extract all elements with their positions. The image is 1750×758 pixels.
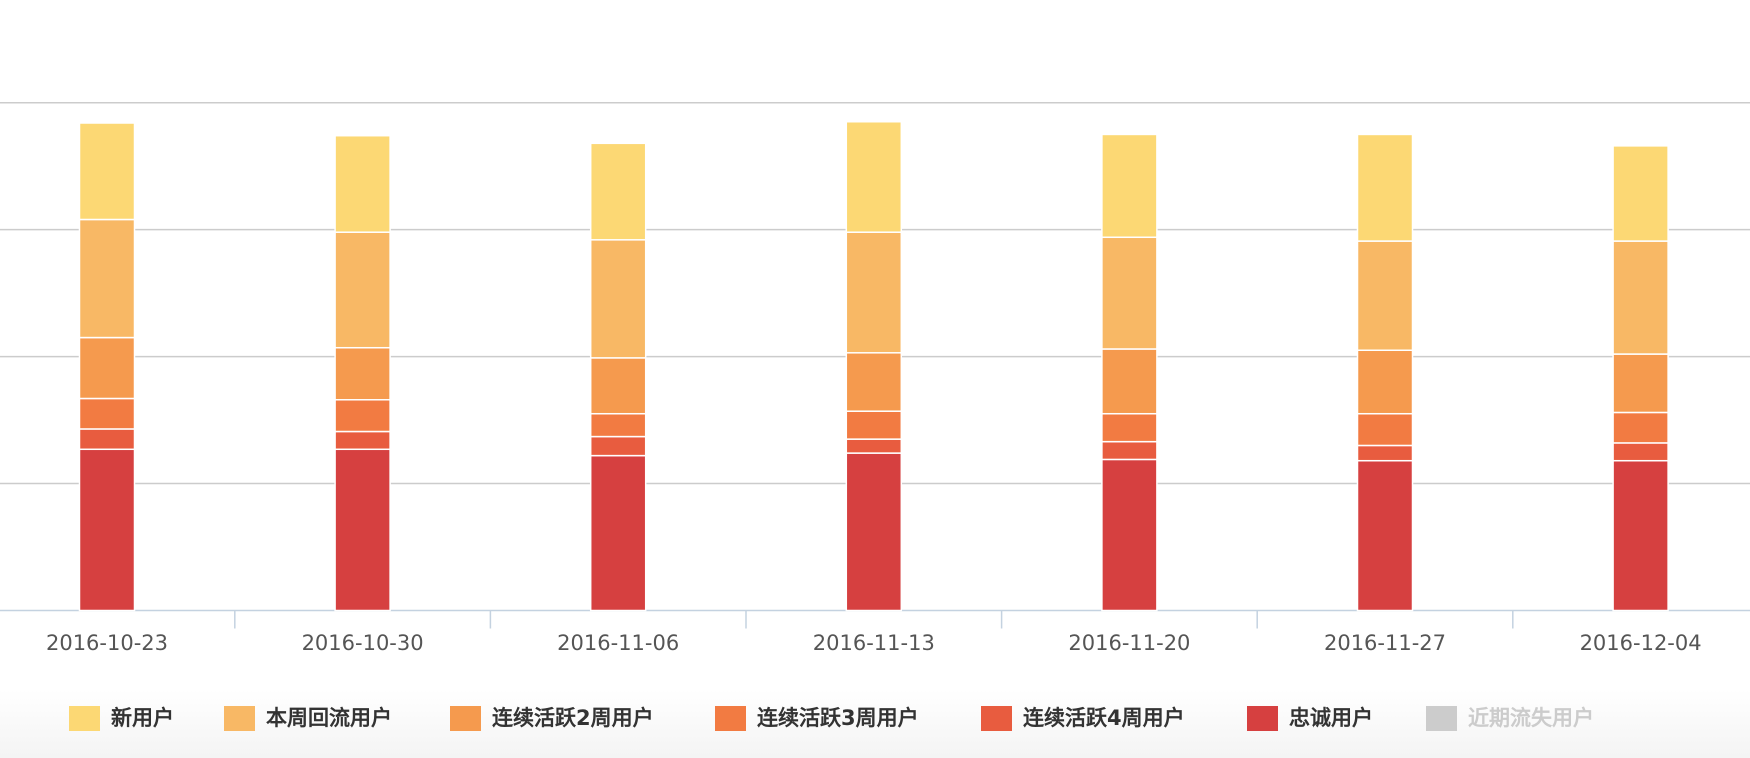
legend-label[interactable]: 连续活跃4周用户 xyxy=(1023,706,1185,730)
x-tick-label: 2016-11-13 xyxy=(813,631,935,655)
bar-segment xyxy=(845,120,903,233)
bar-segment xyxy=(1101,236,1158,350)
x-tick-label: 2016-11-27 xyxy=(1324,631,1446,655)
bar-segment xyxy=(1356,349,1414,415)
bar-segment xyxy=(1612,353,1669,414)
bar-segment xyxy=(334,430,391,451)
bar-segment xyxy=(1356,412,1414,447)
bar-segment xyxy=(1101,412,1158,443)
bar-segment xyxy=(78,448,136,612)
bar-segment xyxy=(78,336,136,400)
bar-segment xyxy=(78,218,136,339)
bar-segment xyxy=(1356,459,1414,612)
bar-segment xyxy=(1612,145,1669,242)
bar-segment xyxy=(334,448,391,612)
bar-segment xyxy=(589,357,647,415)
bar-segment xyxy=(334,346,391,401)
legend-label[interactable]: 连续活跃3周用户 xyxy=(757,706,919,730)
legend-swatch[interactable] xyxy=(69,706,100,731)
x-tick-label: 2016-10-30 xyxy=(302,631,424,655)
bar-segment xyxy=(78,397,136,430)
bar-segment xyxy=(589,435,647,457)
legend-swatch[interactable] xyxy=(224,706,255,731)
legend-label[interactable]: 新用户 xyxy=(111,706,174,730)
legend-label[interactable]: 连续活跃2周用户 xyxy=(492,706,654,730)
bar-segment xyxy=(845,438,903,454)
bar-segment xyxy=(845,352,903,412)
legend-swatch[interactable] xyxy=(1426,706,1457,731)
legend-background xyxy=(0,690,1750,758)
x-tick-label: 2016-10-23 xyxy=(46,631,168,655)
bar-segment xyxy=(845,410,903,440)
bar-segment xyxy=(334,399,391,433)
legend-swatch[interactable] xyxy=(450,706,481,731)
bar-segment xyxy=(589,239,647,359)
bar-segment xyxy=(334,134,391,233)
bar-segment xyxy=(1612,240,1669,355)
bar-segment xyxy=(1612,459,1669,612)
legend-label[interactable]: 近期流失用户 xyxy=(1468,706,1594,730)
bar-segment xyxy=(589,412,647,438)
legend-swatch[interactable] xyxy=(981,706,1012,731)
bar-segment xyxy=(1101,458,1158,612)
bar-segment xyxy=(78,122,136,221)
legend-label[interactable]: 忠诚用户 xyxy=(1289,706,1373,730)
x-tick-label: 2016-12-04 xyxy=(1580,631,1702,655)
bar-segment xyxy=(845,452,903,612)
x-tick-label: 2016-11-06 xyxy=(557,631,679,655)
bar-segment xyxy=(334,231,391,349)
bar-segment xyxy=(1101,133,1158,239)
bar-segment xyxy=(589,142,647,241)
legend-swatch[interactable] xyxy=(1247,706,1278,731)
bar-segment xyxy=(1101,348,1158,415)
bar-segment xyxy=(1356,240,1414,352)
legend-label[interactable]: 本周回流用户 xyxy=(266,706,392,730)
legend-swatch[interactable] xyxy=(715,706,746,731)
bar-segment xyxy=(78,428,136,451)
bar-segment xyxy=(1101,440,1158,461)
bar-segment xyxy=(589,454,647,612)
bar-segment xyxy=(1612,442,1669,462)
bar-segment xyxy=(1356,133,1414,242)
bar-segment xyxy=(1356,444,1414,462)
bar-segment xyxy=(845,231,903,354)
x-tick-label: 2016-11-20 xyxy=(1068,631,1190,655)
bar-segment xyxy=(1612,411,1669,444)
